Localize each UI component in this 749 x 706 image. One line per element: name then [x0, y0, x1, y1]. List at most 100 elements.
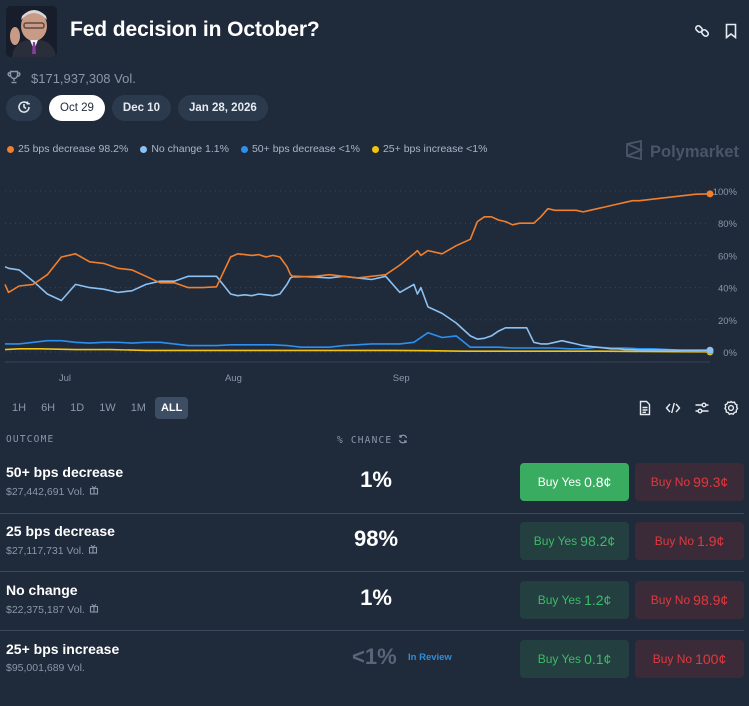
buy-no-price: 1.9¢: [697, 533, 725, 549]
gift-icon[interactable]: [88, 544, 98, 557]
outcome-row-50-bps-decrease[interactable]: 50+ bps decrease $27,442,691 Vol. 1% Buy…: [0, 455, 749, 513]
buy-no-button[interactable]: Buy No 98.9¢: [635, 581, 744, 619]
gift-icon[interactable]: [89, 603, 99, 616]
buy-yes-price: 1.2¢: [584, 592, 612, 608]
series-line-25-bps-decrease: [4, 193, 711, 294]
series-line-50-bps-decrease: [5, 331, 711, 352]
trophy-icon: [7, 70, 21, 87]
row-divider: [0, 571, 744, 572]
buy-no-button[interactable]: Buy No 1.9¢: [635, 522, 744, 560]
outcome-name: No change: [6, 582, 78, 598]
total-volume-row: $171,937,308 Vol.: [7, 70, 136, 87]
clock-icon: [17, 100, 31, 117]
buy-yes-label: Buy Yes: [533, 534, 578, 548]
outcome-chance: 1%: [360, 585, 392, 610]
buy-no-label: Buy No: [654, 534, 695, 548]
legend-dot: [371, 145, 379, 153]
row-divider: [0, 513, 744, 514]
chart-legend: 25 bps decrease 98.2% No change 1.1% 50+…: [7, 143, 487, 155]
buy-no-price: 98.9¢: [693, 592, 729, 608]
series-end-dot: [706, 346, 714, 354]
date-pill-dec-10[interactable]: Dec 10: [111, 95, 171, 121]
buy-yes-button[interactable]: Buy Yes 0.1¢: [520, 640, 629, 678]
gift-icon[interactable]: [89, 485, 99, 498]
y-tick-label: 80%: [718, 219, 738, 230]
y-axis-ticks: 0% 20% 40% 60% 80% 100%: [713, 187, 738, 359]
series-line-no-change: [4, 265, 710, 351]
outcome-volume: $95,001,689 Vol.: [6, 662, 85, 674]
range-1d[interactable]: 1D: [70, 402, 85, 414]
outcome-chance: 98%: [353, 526, 399, 551]
y-tick-label: 20%: [718, 316, 738, 327]
y-tick-label: 60%: [718, 251, 738, 262]
buy-no-button[interactable]: Buy No 100¢: [635, 640, 744, 678]
row-divider: [0, 630, 744, 631]
buy-yes-button[interactable]: Buy Yes 98.2¢: [520, 522, 629, 560]
buy-no-label: Buy No: [650, 475, 691, 489]
market-title: Fed decision in October?: [70, 18, 320, 41]
buy-yes-label: Buy Yes: [537, 475, 582, 489]
polymarket-logo-icon: [624, 139, 644, 165]
refresh-icon[interactable]: [398, 434, 408, 447]
legend-dot: [7, 145, 14, 153]
column-header-chance: % CHANCE: [337, 434, 408, 447]
buy-yes-button[interactable]: Buy Yes 0.8¢: [520, 463, 629, 501]
link-icon[interactable]: [694, 23, 710, 39]
legend-label: 25 bps decrease 98.2%: [18, 143, 129, 155]
range-1m[interactable]: 1M: [130, 402, 146, 414]
outcome-volume: $27,117,731 Vol.: [6, 544, 98, 557]
settings-gear-icon[interactable]: [723, 400, 739, 416]
sliders-icon[interactable]: [694, 400, 710, 416]
outcome-row-no-change[interactable]: No change $22,375,187 Vol. 1% Buy Yes 1.…: [0, 573, 749, 631]
bookmark-icon[interactable]: [723, 23, 739, 40]
date-pill-jan-28-2026[interactable]: Jan 28, 2026: [177, 95, 268, 121]
buy-no-price: 100¢: [695, 651, 727, 667]
legend-item-25-bps-increase: 25+ bps increase <1%: [371, 143, 488, 155]
chart-series: [4, 193, 711, 353]
buy-yes-button[interactable]: Buy Yes 1.2¢: [520, 581, 629, 619]
legend-item-no-change: No change 1.1%: [140, 143, 229, 155]
brand-name: Polymarket: [650, 143, 739, 161]
buy-no-label: Buy No: [650, 593, 691, 607]
price-history-chart[interactable]: 0% 20% 40% 60% 80% 100% Jul Aug Sep: [0, 170, 749, 390]
y-tick-label: 40%: [718, 284, 738, 295]
buy-no-button[interactable]: Buy No 99.3¢: [635, 463, 744, 501]
time-range-selector: 1H 6H 1D 1W 1M ALL: [6, 397, 189, 419]
series-end-dot: [706, 190, 714, 198]
chart-end-dots: [706, 190, 714, 356]
outcome-volume-text: $27,442,691 Vol.: [6, 485, 85, 498]
x-tick-label: Jul: [59, 373, 71, 384]
legend-item-25-bps-decrease: 25 bps decrease 98.2%: [7, 143, 128, 155]
total-volume: $171,937,308 Vol.: [31, 71, 136, 86]
outcome-volume: $22,375,187 Vol.: [6, 603, 99, 616]
buy-no-label: Buy No: [652, 652, 693, 666]
outcome-row-25-bps-decrease[interactable]: 25 bps decrease $27,117,731 Vol. 98% Buy…: [0, 514, 749, 572]
market-image: [6, 6, 57, 57]
date-pill-oct-29[interactable]: Oct 29: [49, 95, 105, 121]
document-icon[interactable]: [637, 400, 653, 416]
outcome-chance: <1%: [352, 644, 397, 669]
buy-yes-price: 0.8¢: [584, 474, 612, 490]
history-button[interactable]: [6, 95, 42, 121]
y-tick-label: 0%: [723, 348, 737, 359]
range-1h[interactable]: 1H: [12, 402, 27, 414]
outcome-chance: 1%: [360, 467, 392, 492]
in-review-badge: In Review: [408, 652, 452, 663]
legend-item-50-bps-decrease: 50+ bps decrease <1%: [240, 143, 360, 155]
range-1w[interactable]: 1W: [99, 402, 116, 414]
series-line-25-bps-increase: [4, 348, 711, 353]
column-header-chance-label: % CHANCE: [337, 435, 393, 446]
legend-label: 25+ bps increase <1%: [382, 143, 488, 155]
range-6h[interactable]: 6H: [41, 402, 56, 414]
legend-label: 50+ bps decrease <1%: [251, 143, 360, 155]
embed-code-icon[interactable]: [665, 400, 681, 416]
buy-no-price: 99.3¢: [693, 474, 729, 490]
outcome-row-25-bps-increase[interactable]: 25+ bps increase $95,001,689 Vol. <1% In…: [0, 632, 749, 690]
legend-dot: [240, 145, 248, 153]
x-tick-label: Aug: [225, 373, 242, 384]
x-tick-label: Sep: [393, 373, 410, 384]
range-all[interactable]: ALL: [154, 397, 189, 419]
outcome-volume: $27,442,691 Vol.: [6, 485, 99, 498]
outcome-name: 25+ bps increase: [6, 641, 120, 657]
date-pills: Oct 29 Dec 10 Jan 28, 2026: [6, 95, 268, 121]
